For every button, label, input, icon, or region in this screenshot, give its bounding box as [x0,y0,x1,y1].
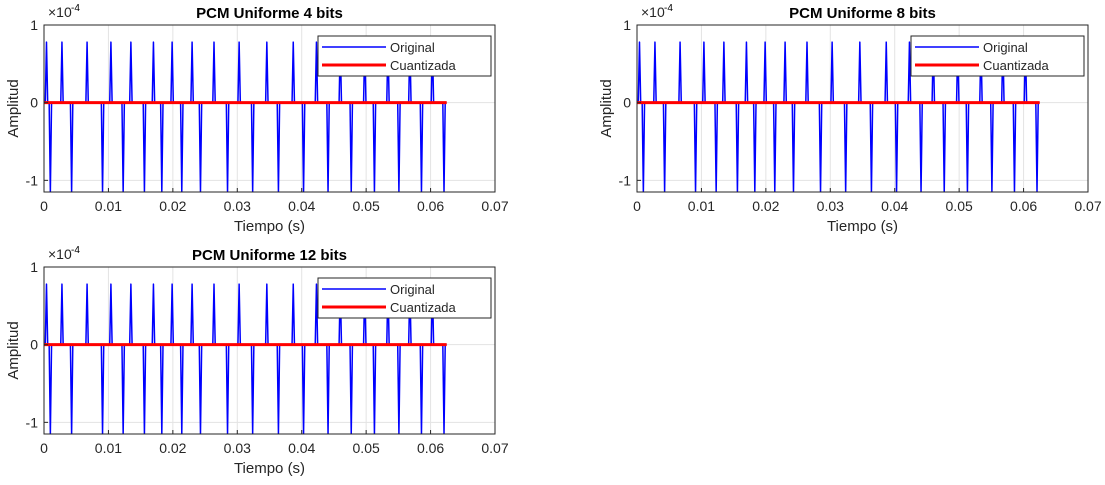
y-tick-label: 0 [623,95,631,111]
x-tick-label: 0.06 [417,198,444,214]
y-exponent-power: -4 [71,245,80,256]
x-tick-label: 0.05 [946,198,973,214]
y-exponent-base: ×10 [641,4,665,20]
legend-label: Cuantizada [390,300,457,315]
x-tick-label: 0.07 [481,198,508,214]
y-tick-label: -1 [619,172,632,188]
x-tick-label: 0.07 [481,440,508,456]
x-tick-label: 0.03 [224,198,251,214]
chart-title: PCM Uniforme 4 bits [196,5,343,22]
legend-box [317,35,492,77]
x-tick-label: 0.01 [95,440,122,456]
x-tick-label: 0.02 [159,198,186,214]
y-tick-label: 0 [30,95,38,111]
x-axis-label: Tiempo (s) [827,218,898,235]
x-tick-label: 0.02 [752,198,779,214]
x-tick-label: 0 [40,198,48,214]
x-tick-label: 0 [40,440,48,456]
legend-label: Original [390,40,435,55]
y-tick-label: 0 [30,337,38,353]
legend-label: Original [390,282,435,297]
x-axis-label: Tiempo (s) [234,460,305,477]
x-tick-label: 0.03 [817,198,844,214]
plot-data [44,283,447,434]
y-exponent-base: ×10 [48,4,72,20]
y-exponent-base: ×10 [48,246,72,262]
x-tick-label: 0.05 [353,440,380,456]
subplot-3: 0 0.01 0.02 0.03 0.04 0.05 0.06 0.07-101×10 -4 PC… [5,245,509,477]
y-exponent-power: -4 [71,3,80,14]
x-tick-label: 0.02 [159,440,186,456]
y-axis-label: Amplitud [598,79,615,137]
y-tick-label: 1 [30,259,38,275]
legend-label: Original [983,40,1028,55]
axes-frame [43,24,496,193]
subplot-1: 0 0.01 0.02 0.03 0.04 0.05 0.06 0.07-101×10 -4 PC… [5,3,509,235]
legend: Original Cuantizada [910,35,1085,77]
legend-label: Cuantizada [390,58,457,73]
y-tick-label: 1 [30,17,38,33]
x-tick-label: 0.06 [417,440,444,456]
x-tick-label: 0.04 [881,198,908,214]
y-tick-label: -1 [26,414,39,430]
subplot-2: 0 0.01 0.02 0.03 0.04 0.05 0.06 0.07-101×10 -4 PC… [598,3,1102,235]
y-axis-label: Amplitud [5,79,22,137]
x-tick-label: 0.07 [1074,198,1101,214]
chart-title: PCM Uniforme 12 bits [192,247,347,264]
plot-data [637,41,1040,192]
axes-frame [636,24,1089,193]
legend-box [317,277,492,319]
legend: Original Cuantizada [317,277,492,319]
x-tick-label: 0.04 [288,198,315,214]
axes-frame [43,266,496,435]
legend-label: Cuantizada [983,58,1050,73]
x-tick-label: 0.03 [224,440,251,456]
x-axis-label: Tiempo (s) [234,218,305,235]
legend: Original Cuantizada [317,35,492,77]
plot-data [44,41,447,192]
x-tick-label: 0.06 [1010,198,1037,214]
chart-title: PCM Uniforme 8 bits [789,5,936,22]
y-tick-label: -1 [26,172,39,188]
x-tick-label: 0.01 [688,198,715,214]
x-tick-label: 0 [633,198,641,214]
x-tick-label: 0.05 [353,198,380,214]
y-tick-label: 1 [623,17,631,33]
y-exponent-power: -4 [664,3,673,14]
legend-box [910,35,1085,77]
x-tick-label: 0.01 [95,198,122,214]
y-axis-label: Amplitud [5,321,22,379]
x-tick-label: 0.04 [288,440,315,456]
